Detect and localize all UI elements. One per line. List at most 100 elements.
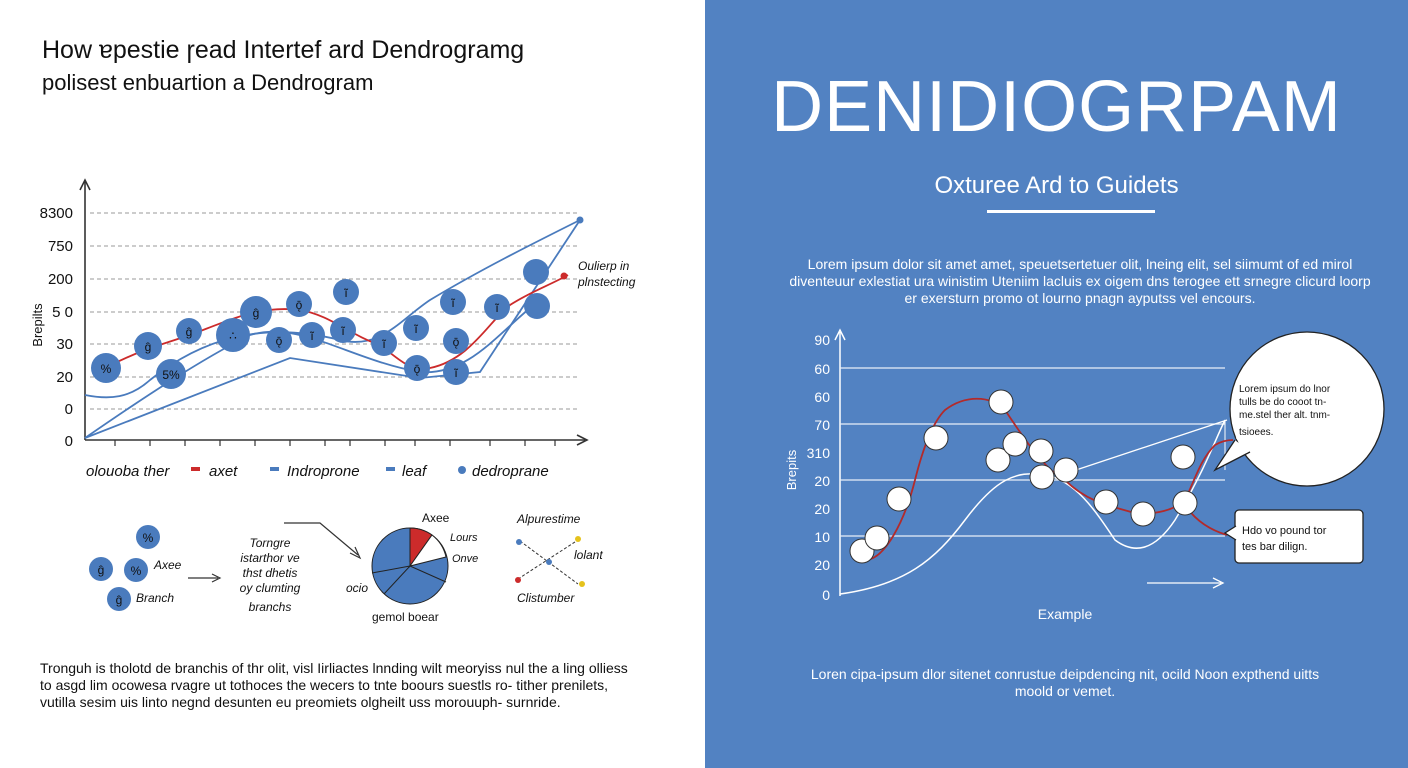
- cluster-bottom-label: Clistumber: [517, 591, 575, 605]
- dendrogram-node: [176, 318, 202, 344]
- mini-node-label: %: [131, 564, 142, 578]
- white-node: [1028, 438, 1054, 464]
- dendrogram-node: [404, 355, 430, 381]
- left-title: How ɐpestie ɼead Intertef ard Dendrogram…: [42, 36, 525, 64]
- mini-tree: % ĝ % ĝ Axee Branch: [89, 525, 222, 611]
- white-node: [1053, 457, 1079, 483]
- dendrogram-node: [156, 359, 186, 389]
- node-label: ǭ: [276, 334, 283, 348]
- note-arrow: [284, 522, 359, 556]
- white-node: [1093, 489, 1119, 515]
- legend-swatch-blue: [270, 467, 279, 471]
- left-graphics: 8300 750 200 5 0 30 20 0 0 Brepilts Ouli…: [30, 178, 636, 624]
- dendrogram-node: [266, 327, 292, 353]
- white-node: [864, 525, 890, 551]
- r-y-tick: 310: [807, 445, 831, 461]
- dendrogram-node: [484, 294, 510, 320]
- note: Torngre istarthor ve thst dhetis oy clum…: [240, 536, 301, 614]
- speech-bubble: Lorem ipsum do lnor tulls be do cooot tn…: [1213, 331, 1385, 487]
- pie-label: Axee: [422, 511, 450, 525]
- legend-label: dedroprane: [472, 463, 549, 480]
- subtitle-underline: [987, 210, 1155, 213]
- right-subtitle: Oxturee Ard to Guidets: [934, 172, 1179, 199]
- r-y-tick: 90: [814, 332, 830, 348]
- r-y-tick: 20: [814, 557, 830, 573]
- y-tick-label: 0: [65, 433, 73, 450]
- white-node: [1002, 431, 1028, 457]
- y-tick-label: 0: [65, 401, 73, 418]
- node-label: ĝ: [145, 340, 152, 354]
- node-label: ĩ: [340, 324, 345, 338]
- white-node: [1029, 464, 1055, 490]
- x-arrow: [576, 434, 589, 446]
- legend: olouoba ther axet Indroprone leaf dedrop…: [86, 463, 549, 480]
- dendrogram-node: [216, 318, 250, 352]
- pie-label: gemol boear: [372, 610, 439, 624]
- dendrogram-node: [371, 330, 397, 356]
- mini-node-label: ĝ: [98, 563, 105, 577]
- bubble-line: tsioees.: [1239, 427, 1273, 438]
- bubble-line: tulls be do cooot tn-: [1239, 397, 1326, 408]
- right-panel: DENIDIOGRPAM Oxturee Ard to Guidets Lore…: [705, 0, 1408, 768]
- r-y-arrow: [834, 328, 846, 341]
- y-tick-label: 20: [56, 369, 73, 386]
- r-connector-line: [1066, 419, 1228, 474]
- white-node: [985, 447, 1011, 473]
- note-line: Torngre: [250, 536, 291, 550]
- pie-label: Lours: [450, 532, 478, 544]
- callout-box-line: Hdo vo pound tor: [1242, 525, 1327, 537]
- callout-box-line: tes bar dilign.: [1242, 541, 1307, 553]
- node-label: ĝ: [253, 306, 260, 320]
- r-y-tick: 60: [814, 361, 830, 377]
- white-node: [886, 486, 912, 512]
- dendrogram-node: [333, 279, 359, 305]
- cluster-diagram: Alpurestime lolant Clistumber: [515, 512, 603, 605]
- white-node: [988, 389, 1014, 415]
- y-tick-label: 8300: [40, 205, 73, 222]
- dendrogram-node: [403, 315, 429, 341]
- r-y-tick: 20: [814, 501, 830, 517]
- red-end-point: [560, 272, 568, 280]
- dendrogram-node: [523, 259, 549, 285]
- dendrogram-node: [524, 293, 550, 319]
- r-y-axis-label: Brepits: [784, 449, 799, 490]
- mini-axes-label: Axee: [153, 558, 182, 572]
- right-graphics: 90 60 60 70 310 20 20 10 20 0 Brepits Ex…: [784, 328, 1385, 622]
- mini-node-label: %: [143, 531, 154, 545]
- callout-line1: Oulierp in: [578, 259, 630, 273]
- node-label: ĝ: [186, 325, 193, 339]
- mini-branch-label: Branch: [136, 591, 174, 605]
- node-label: 5%: [162, 368, 180, 382]
- line-end-point: [576, 216, 584, 224]
- note-line: oy clumting: [240, 581, 301, 595]
- r-y-tick: 20: [814, 473, 830, 489]
- bubble-line: me.stel ther alt. tnm-: [1239, 410, 1330, 421]
- node-label: ǭ: [296, 298, 303, 312]
- note-line: branchs: [249, 600, 292, 614]
- callout-box: Hdo vo pound tor tes bar dilign.: [1223, 509, 1364, 564]
- r-x-label: Example: [1038, 606, 1093, 622]
- legend-swatch-dot: [458, 466, 466, 474]
- left-body-text: Tronguh is tholotd de branchis of thr ol…: [40, 660, 628, 710]
- r-y-tick: 60: [814, 389, 830, 405]
- r-arrowhead: [1212, 577, 1225, 589]
- pie-label: ocio: [346, 581, 368, 595]
- r-y-tick: 10: [814, 529, 830, 545]
- node-label: ĩ: [453, 366, 458, 380]
- node-label: ǭ: [414, 362, 421, 376]
- legend-swatch-blue: [386, 467, 395, 471]
- left-panel: How ɐpestie ɼead Intertef ard Dendrogram…: [30, 36, 636, 710]
- y-tick-label: 5 0: [52, 304, 73, 321]
- dendrogram-node: [330, 317, 356, 343]
- left-subtitle: polisest enbuartion a Dendrogram: [42, 70, 374, 95]
- white-node: [923, 425, 949, 451]
- dendrogram-node: [443, 359, 469, 385]
- mini-node-label: ĝ: [116, 593, 123, 607]
- node-label: ĩ: [450, 296, 455, 310]
- legend-label: olouoba ther: [86, 463, 170, 480]
- dendrogram-node: [240, 296, 272, 328]
- right-footer-text: Loren cipa-ipsum dlor sitenet conrustue …: [810, 666, 1320, 699]
- right-intro-text: Lorem ipsum dolor sit amet amet, speuets…: [789, 256, 1371, 306]
- chart-axes: [79, 178, 589, 446]
- dendrogram-node: [440, 289, 466, 315]
